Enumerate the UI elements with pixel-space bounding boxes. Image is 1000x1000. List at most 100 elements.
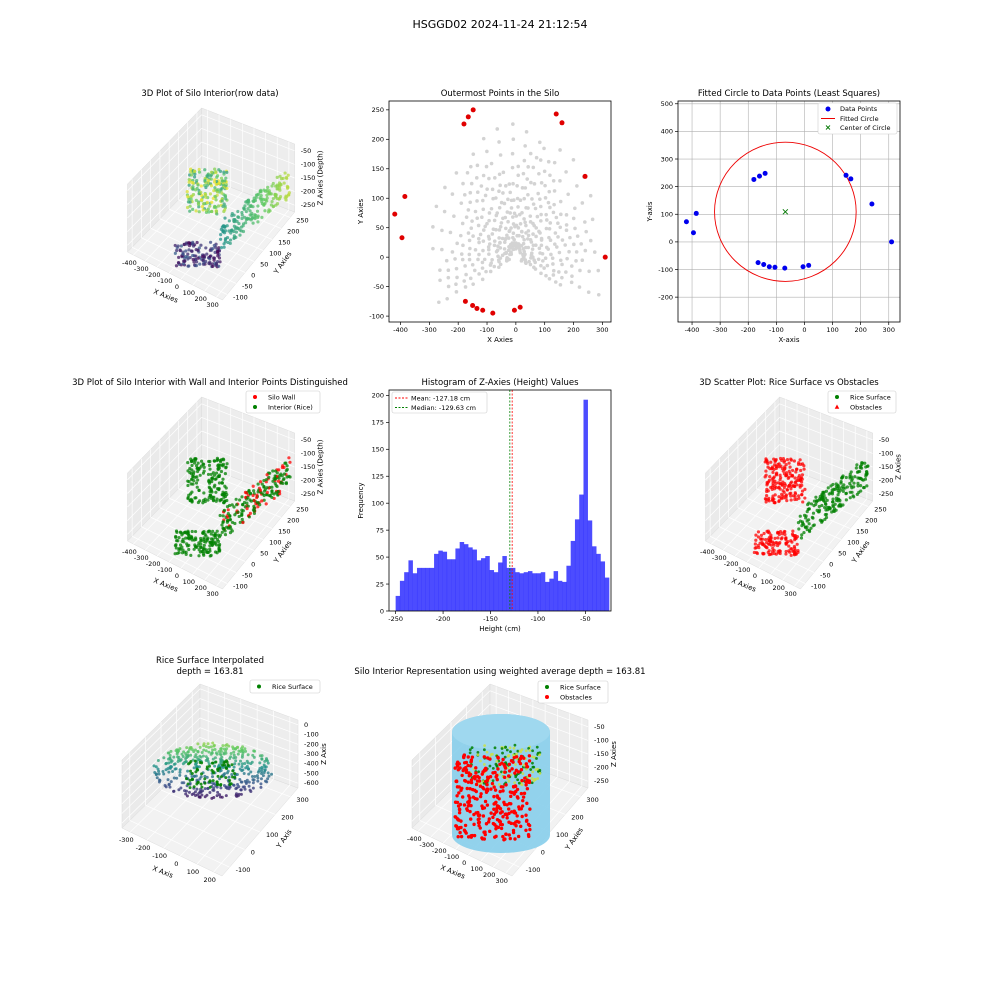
p4-point [178,543,183,547]
p2-point [488,263,493,267]
p1-point [186,264,190,268]
p4-point [222,527,226,531]
p2-point [497,228,502,232]
p2-point [544,273,548,278]
p5-bar [549,578,554,611]
p4-point [201,498,206,502]
p7-surface-point [167,761,171,765]
p7-rice-point [208,764,212,768]
p6-point [822,493,826,497]
p4-point [220,481,224,485]
p7-surface-point [240,762,244,766]
p3-data-point [766,264,772,270]
p2-point [485,221,489,226]
p8-rice-point [506,777,510,781]
p7-surface-point [256,770,260,774]
p4-point [195,545,199,550]
p3-legend-marker [825,125,831,130]
p6-point [783,532,787,537]
p2-point [469,226,474,230]
p2-point [543,196,548,200]
p6-point [800,533,804,537]
p2-point [442,209,447,214]
p6-grid-z [705,430,780,508]
p6-point [788,471,792,476]
p2-point [532,265,536,270]
p2-point [498,262,503,267]
p2-point [490,187,495,192]
p1-point [205,200,209,205]
p2-xtick-label: -300 [422,326,437,334]
p6-point [764,500,768,504]
p1-point [219,246,224,250]
p1-point [221,204,225,208]
p4-point [184,552,188,557]
p4-ztick-label: -50 [301,436,312,444]
p4-point [197,548,201,552]
p2-point [444,258,449,263]
p2-point [558,258,563,263]
p1-point [240,216,244,221]
p4-point [194,457,198,461]
p5-bar [592,546,597,611]
p6-point [765,483,769,487]
p4-grid-z2 [201,417,295,454]
p8-legend-label: Obstacles [560,694,593,702]
p1-grid-x [168,191,243,274]
p4-point [194,481,199,485]
p4-ztick-label: -100 [301,449,316,457]
p2-point [544,226,549,231]
p7-surface-point [207,750,211,754]
p7-surface-point [195,765,199,769]
p2-point [539,236,544,241]
p6-point [802,467,806,471]
p7-surface-point [241,751,245,755]
p6-point [807,522,811,526]
p7-grid-z [121,698,201,775]
p6-point [769,460,773,464]
p8-obstacle-point [527,834,531,839]
p8-obstacle-point [468,809,472,814]
p6-point [787,544,791,548]
p7-surface-point [184,774,188,778]
p4-point [219,469,224,474]
p6-legend-box [827,390,897,414]
p1-xtick-label: -200 [146,271,161,279]
p4-point [191,482,195,486]
p5-bar [421,567,426,611]
p6-point [802,530,806,535]
p3-legend-label: Fitted Circle [840,115,879,123]
p6-point [767,499,771,503]
p2-point [517,212,522,217]
p2-point [476,236,481,241]
p8-rice-point [534,768,538,772]
p5-bar [404,572,409,611]
p4-point [216,533,220,537]
p6-point [806,507,810,512]
p8-obstacle-point [527,773,532,778]
p1-point [176,244,180,248]
p6-point [807,501,811,505]
p7-surface-point [232,765,236,769]
p1-grid-y [131,246,228,295]
p8-obstacle-point [497,804,501,809]
p8-xtick-label: 300 [496,877,508,885]
p2-point [459,201,464,205]
p7-surface-point [190,775,194,779]
p6-point [775,471,779,475]
chart-3d-surface-interpolated: -300-200-1000100200-10001002003000-100-2… [119,679,328,884]
p1-point [242,207,246,211]
p2-point [454,171,459,175]
p6-point [779,476,783,480]
p6-point [793,491,797,495]
p2-point [548,238,553,243]
p2-point [475,190,480,194]
p2-point [543,183,547,188]
p4-point [217,466,221,470]
p7-surface-point [169,749,173,753]
p1-point [200,204,205,209]
p4-point [208,489,212,494]
p7-surface-point [222,773,226,777]
p1-point [217,246,221,250]
p2-point [440,247,444,252]
